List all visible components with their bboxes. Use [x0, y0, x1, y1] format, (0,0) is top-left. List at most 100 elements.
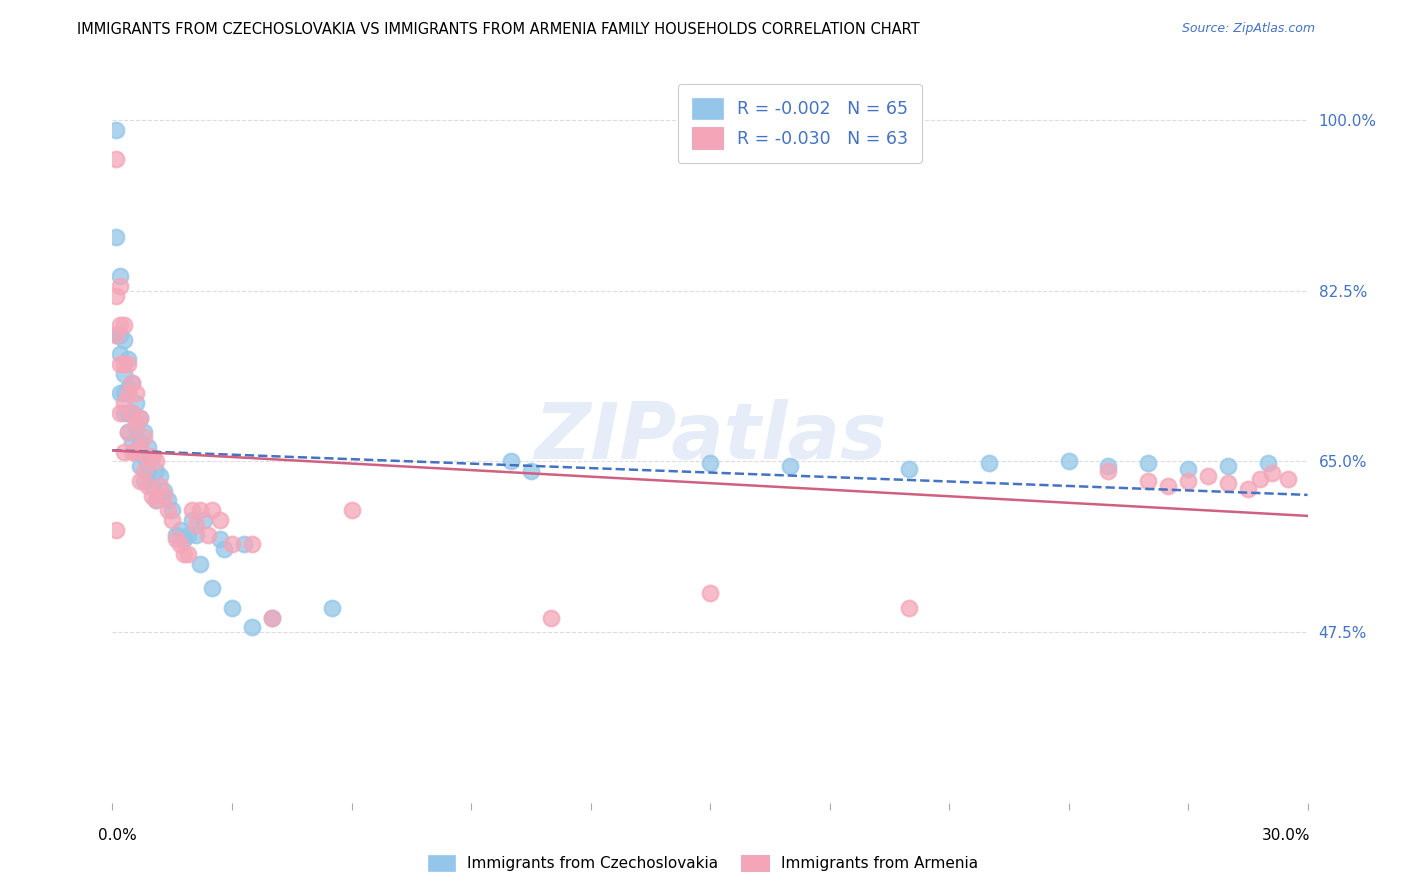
Point [129, 410, 152, 425]
Point [110, 357, 132, 371]
Point [779, 459, 801, 474]
Point [233, 537, 256, 551]
Point [105, 327, 128, 342]
Point [221, 537, 243, 551]
Point [260, 610, 283, 624]
Point [169, 537, 191, 551]
Point [1057, 454, 1080, 468]
Point [110, 269, 132, 284]
Point [129, 434, 152, 449]
Point [134, 474, 156, 488]
Point [138, 464, 160, 478]
Point [149, 479, 172, 493]
Point [114, 386, 135, 401]
Point [114, 357, 135, 371]
Text: 0.0%: 0.0% [98, 829, 138, 843]
Point [121, 376, 143, 391]
Point [193, 513, 215, 527]
Point [321, 600, 343, 615]
Point [1216, 475, 1239, 490]
Point [177, 527, 200, 541]
Point [340, 503, 363, 517]
Point [121, 376, 143, 391]
Point [105, 123, 128, 137]
Point [121, 444, 143, 458]
Point [1216, 459, 1239, 474]
Text: Source: ZipAtlas.com: Source: ZipAtlas.com [1181, 22, 1315, 36]
Point [1197, 469, 1219, 483]
Point [181, 513, 204, 527]
Point [145, 493, 167, 508]
Point [114, 406, 135, 420]
Point [125, 420, 148, 434]
Point [188, 557, 211, 571]
Point [699, 457, 721, 471]
Point [699, 586, 721, 600]
Point [1177, 474, 1199, 488]
Point [125, 386, 148, 401]
Point [125, 416, 148, 430]
Point [1097, 459, 1119, 474]
Point [117, 357, 139, 371]
Point [114, 396, 135, 410]
Point [186, 527, 208, 541]
Point [134, 450, 156, 464]
Point [162, 513, 183, 527]
Point [117, 425, 139, 440]
Point [1257, 457, 1279, 471]
Point [977, 457, 1000, 471]
Point [165, 533, 187, 547]
Point [173, 533, 195, 547]
Point [499, 454, 522, 468]
Point [114, 333, 135, 347]
Legend: Immigrants from Czechoslovakia, Immigrants from Armenia: Immigrants from Czechoslovakia, Immigran… [422, 849, 984, 877]
Point [240, 620, 263, 634]
Point [129, 459, 152, 474]
Point [117, 425, 139, 440]
Text: ZIPatlas: ZIPatlas [534, 399, 886, 475]
Point [1237, 482, 1260, 496]
Point [188, 503, 211, 517]
Point [181, 503, 204, 517]
Point [114, 367, 135, 381]
Point [117, 386, 139, 401]
Point [1177, 462, 1199, 476]
Point [125, 444, 148, 458]
Point [121, 406, 143, 420]
Point [141, 489, 163, 503]
Point [153, 489, 176, 503]
Point [138, 440, 160, 454]
Point [110, 386, 132, 401]
Point [117, 406, 139, 420]
Point [117, 381, 139, 395]
Point [1249, 472, 1271, 486]
Point [141, 479, 163, 493]
Point [898, 600, 921, 615]
Point [121, 406, 143, 420]
Legend: R = -0.002   N = 65, R = -0.030   N = 63: R = -0.002 N = 65, R = -0.030 N = 63 [678, 84, 921, 162]
Point [153, 483, 176, 498]
Point [149, 469, 172, 483]
Text: 30.0%: 30.0% [1263, 829, 1310, 843]
Point [240, 537, 263, 551]
Point [1261, 466, 1284, 480]
Point [177, 547, 200, 561]
Point [157, 493, 180, 508]
Point [138, 450, 160, 464]
Point [114, 444, 135, 458]
Point [1137, 474, 1160, 488]
Point [212, 542, 235, 557]
Point [117, 352, 139, 367]
Point [162, 503, 183, 517]
Text: IMMIGRANTS FROM CZECHOSLOVAKIA VS IMMIGRANTS FROM ARMENIA FAMILY HOUSEHOLDS CORR: IMMIGRANTS FROM CZECHOSLOVAKIA VS IMMIGR… [77, 22, 920, 37]
Point [129, 440, 152, 454]
Point [209, 513, 232, 527]
Point [134, 464, 156, 478]
Point [105, 327, 128, 342]
Point [520, 464, 543, 478]
Point [121, 434, 143, 449]
Point [209, 533, 232, 547]
Point [110, 279, 132, 293]
Point [145, 493, 167, 508]
Point [141, 450, 163, 464]
